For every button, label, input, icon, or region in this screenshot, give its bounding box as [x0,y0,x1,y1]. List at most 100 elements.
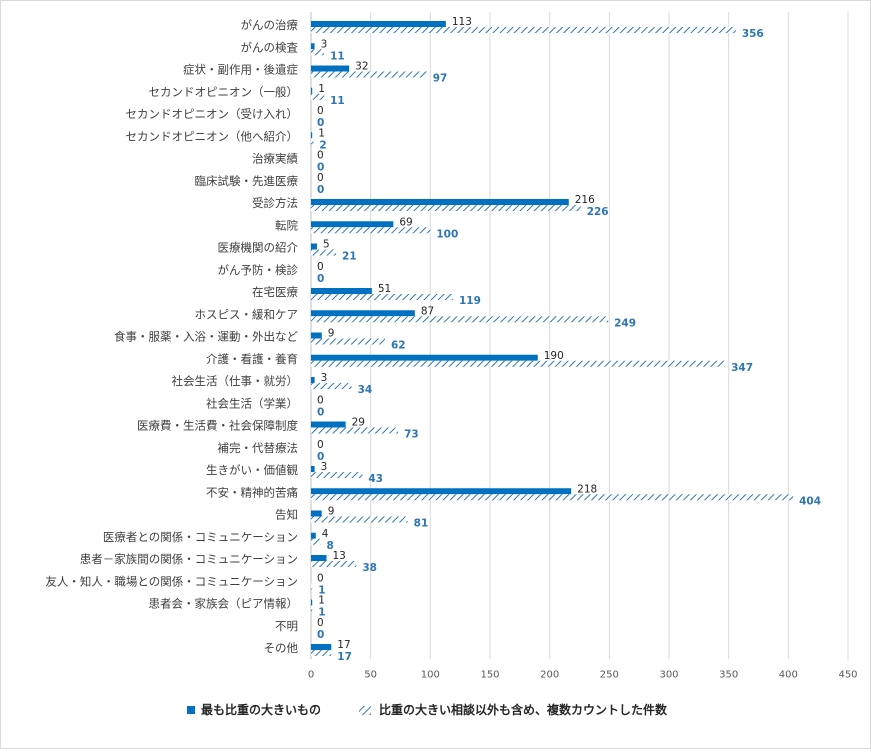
data-label-series-2: 11 [330,50,345,62]
bar-series-2 [311,338,385,345]
data-label-series-1: 0 [317,394,324,406]
category-label: その他 [264,641,299,655]
legend-swatch-series-1 [187,706,195,714]
x-axis-ticks: 0 50 100 150 200 250 300 350 400 450 [308,669,858,680]
data-label-series-2: 226 [587,206,609,218]
bar-series-1 [311,532,316,539]
data-label-series-2: 1 [318,584,325,596]
data-label-series-1: 4 [322,528,329,540]
data-label-series-2: 62 [391,340,406,352]
data-label-series-1: 1 [318,83,325,95]
x-tick-label: 50 [364,669,377,680]
bar-series-2 [311,383,352,389]
category-label: セカンドオピニオン（受け入れ） [126,107,299,121]
category-label: セカンドオピニオン（他へ紹介） [126,129,299,143]
data-label-series-1: 0 [317,439,324,451]
data-label-series-1: 13 [333,550,346,562]
bar-series-2 [311,472,363,478]
category-label: 生きがい・価値観 [206,463,298,477]
legend-label-series-2: 比重の大きい相談以外も含め、複数カウントした件数 [379,702,668,717]
category-label: 医療費・生活費・社会保障制度 [137,419,298,433]
bar-series-2 [311,249,337,256]
bar-series-2 [311,561,357,567]
data-label-series-2: 0 [317,629,324,641]
data-label-series-2: 249 [614,317,636,329]
x-tick-label: 400 [779,669,798,680]
data-label-series-1: 0 [317,150,324,162]
data-label-series-2: 17 [337,651,352,663]
data-label-series-1: 9 [328,506,335,518]
bar-series-2 [311,27,736,33]
data-label-series-2: 356 [742,28,764,40]
data-label-series-2: 2 [319,139,326,151]
data-label-series-2: 0 [317,406,324,418]
bars [311,21,794,656]
data-label-series-2: 38 [362,562,377,574]
data-label-series-2: 0 [317,162,324,174]
bar-series-1 [311,199,569,205]
data-label-series-1: 3 [321,461,328,473]
data-label-series-2: 21 [342,251,357,263]
x-tick-label: 0 [308,669,314,680]
category-label: 医療機関の紹介 [218,241,299,255]
data-label-series-1: 0 [317,572,324,584]
bar-series-2 [311,205,581,211]
x-tick-label: 350 [719,669,738,680]
data-label-series-2: 43 [368,473,383,485]
data-labels: 1133563113297111001200002162266910052100… [317,16,821,663]
category-label: 医療者との関係・コミュニケーション [103,530,298,544]
bar-series-1 [311,421,346,428]
data-label-series-1: 32 [355,61,368,73]
bar-series-1 [311,243,317,250]
category-label: 症状・副作用・後遺症 [183,63,298,77]
data-label-series-1: 17 [337,639,350,651]
data-label-series-2: 11 [330,95,345,107]
data-label-series-2: 0 [317,184,324,196]
bar-series-1 [311,510,322,517]
data-label-series-2: 8 [327,540,334,552]
data-label-series-1: 218 [577,483,597,495]
category-label: 治療実績 [252,152,298,166]
data-label-series-2: 119 [459,295,481,307]
data-label-series-2: 81 [414,518,429,530]
data-label-series-2: 100 [436,228,458,240]
data-label-series-1: 29 [352,417,365,429]
bar-series-1 [311,599,313,606]
data-label-series-1: 3 [321,38,328,50]
bar-series-1 [311,221,394,228]
bar-series-2 [311,138,314,145]
bar-series-1 [311,377,315,383]
bar-series-2 [311,227,431,234]
x-tick-label: 200 [540,669,559,680]
category-label: ホスピス・緩和ケア [195,307,299,321]
bar-series-2 [311,294,454,300]
category-label: 不明 [275,619,298,633]
data-label-series-1: 5 [323,239,330,251]
bar-series-2 [311,538,321,545]
category-label: 不安・精神的苦痛 [206,485,298,499]
data-label-series-1: 1 [318,127,325,139]
data-label-series-2: 1 [318,607,325,619]
data-label-series-2: 404 [799,495,821,507]
data-label-series-1: 0 [317,617,324,629]
data-label-series-1: 9 [328,328,335,340]
bar-series-1 [311,644,332,650]
bar-series-2 [311,494,794,501]
data-label-series-2: 0 [317,117,324,129]
bar-series-1 [311,87,313,94]
data-label-series-1: 216 [575,194,595,206]
bar-series-1 [311,332,322,339]
category-label: 転院 [275,218,298,232]
legend: 最も比重の大きいもの 比重の大きい相談以外も含め、複数カウントした件数 [187,702,668,717]
data-label-series-1: 190 [544,350,564,362]
category-label: 食事・服薬・入浴・運動・外出など [114,330,298,344]
bar-series-2 [311,427,399,434]
bar-series-2 [311,93,325,100]
category-label: 患者－家族間の関係・コミュニケーション [80,552,298,566]
bar-series-1 [311,555,327,561]
data-label-series-2: 97 [433,73,448,85]
data-label-series-2: 347 [731,362,753,374]
category-label: 在宅医療 [252,285,298,299]
